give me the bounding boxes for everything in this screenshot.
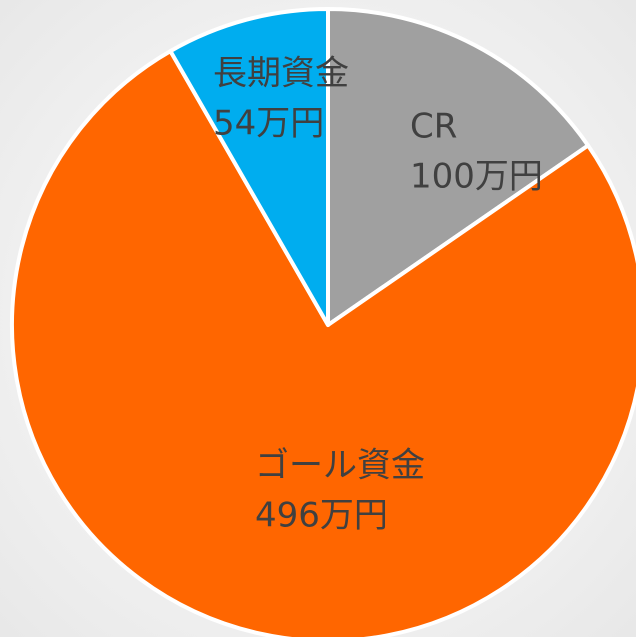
slice-category-label: CR (410, 107, 457, 147)
slice-value-label: 100万円 (410, 157, 543, 197)
pie-slice (326, 7, 591, 327)
slice-value-label: 496万円 (255, 496, 388, 536)
pie-slice (10, 49, 636, 637)
slice-category-label: ゴール資金 (255, 446, 425, 486)
pie-slice (168, 7, 330, 327)
slice-category-label: 長期資金 (213, 54, 349, 94)
slice-value-label: 54万円 (213, 104, 324, 144)
